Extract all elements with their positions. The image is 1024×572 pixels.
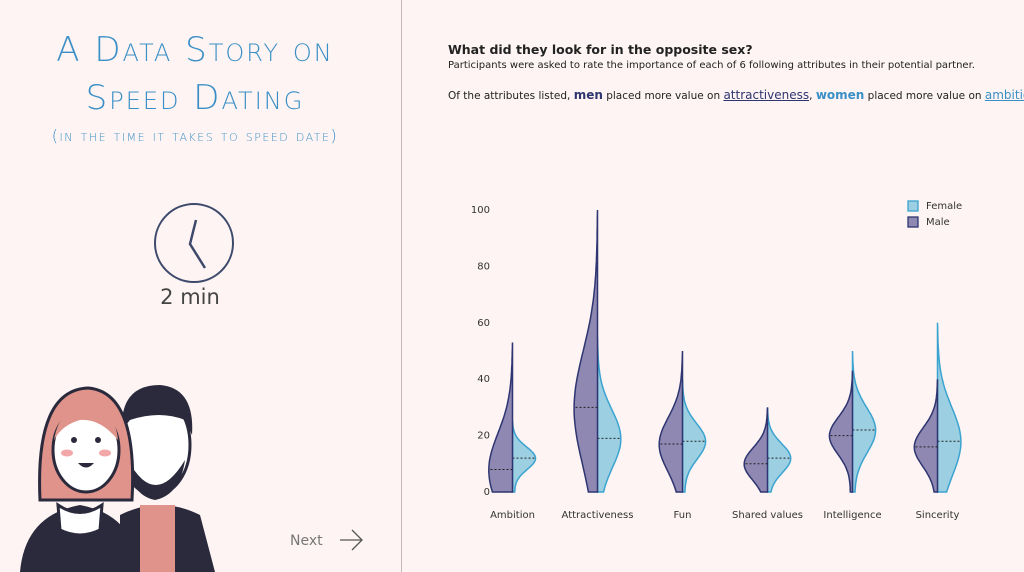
x-tick-label: Intelligence <box>823 510 881 521</box>
violin-half <box>766 407 792 493</box>
y-tick-label: 100 <box>471 205 490 216</box>
x-tick-label: Attractiveness <box>562 510 634 521</box>
x-tick-label: Shared values <box>732 510 803 521</box>
insight-link[interactable]: attractiveness <box>723 88 810 102</box>
insight-women: women <box>815 88 865 102</box>
legend-swatch <box>907 200 919 212</box>
insight-text: Of the attributes listed, <box>448 90 574 102</box>
x-tick-label: Ambition <box>490 510 535 521</box>
people <box>20 385 215 572</box>
violin-half <box>913 379 939 493</box>
violin-half <box>511 420 537 493</box>
illustration <box>20 203 363 572</box>
y-tick-label: 20 <box>477 431 490 442</box>
chart-title: What did they look for in the opposite s… <box>448 42 753 57</box>
story-title: Speed Dating <box>85 78 305 118</box>
violin-half <box>828 370 854 493</box>
violin-half <box>658 350 684 493</box>
clock-hands <box>188 219 207 269</box>
violin-half <box>488 342 514 493</box>
violin-half <box>743 407 769 493</box>
story-subtitle: (in the time it takes to speed date) <box>51 126 339 145</box>
insight-text: , <box>809 90 816 102</box>
next-arrow[interactable] <box>340 529 363 551</box>
violin-half <box>936 322 962 493</box>
divider <box>401 0 402 572</box>
legend-swatch <box>907 216 919 228</box>
chart-subtitle: Participants were asked to rate the impo… <box>448 60 975 71</box>
y-tick-label: 80 <box>477 261 490 272</box>
insight-link[interactable]: ambition <box>984 88 1024 102</box>
legend-label: Male <box>926 217 950 228</box>
violin-half <box>851 350 877 493</box>
y-tick-label: 0 <box>484 487 490 498</box>
y-tick-label: 60 <box>477 318 490 329</box>
y-tick-label: 40 <box>477 374 490 385</box>
insight: Of the attributes listed, men placed mor… <box>448 88 1024 102</box>
chart: 0 20 40 60 80 100 Ambition Attractiveness Fun Sha… <box>471 200 962 521</box>
violin-half <box>681 379 707 493</box>
insight-men: men <box>573 88 603 102</box>
violin-half <box>596 336 622 493</box>
chart-header: What did they look for in the opposite s… <box>448 42 1024 102</box>
x-tick-label: Sincerity <box>916 510 960 521</box>
clock <box>154 203 234 283</box>
insight-text: placed more value on <box>864 90 985 102</box>
x-tick-label: Fun <box>674 510 692 521</box>
legend-label: Female <box>926 201 962 212</box>
next-button[interactable]: Next <box>290 533 323 549</box>
violin-half <box>573 209 599 493</box>
insight-text: placed more value on <box>602 90 724 102</box>
story-title: A Data Story on <box>56 30 334 70</box>
timer: 2 min <box>160 285 220 309</box>
